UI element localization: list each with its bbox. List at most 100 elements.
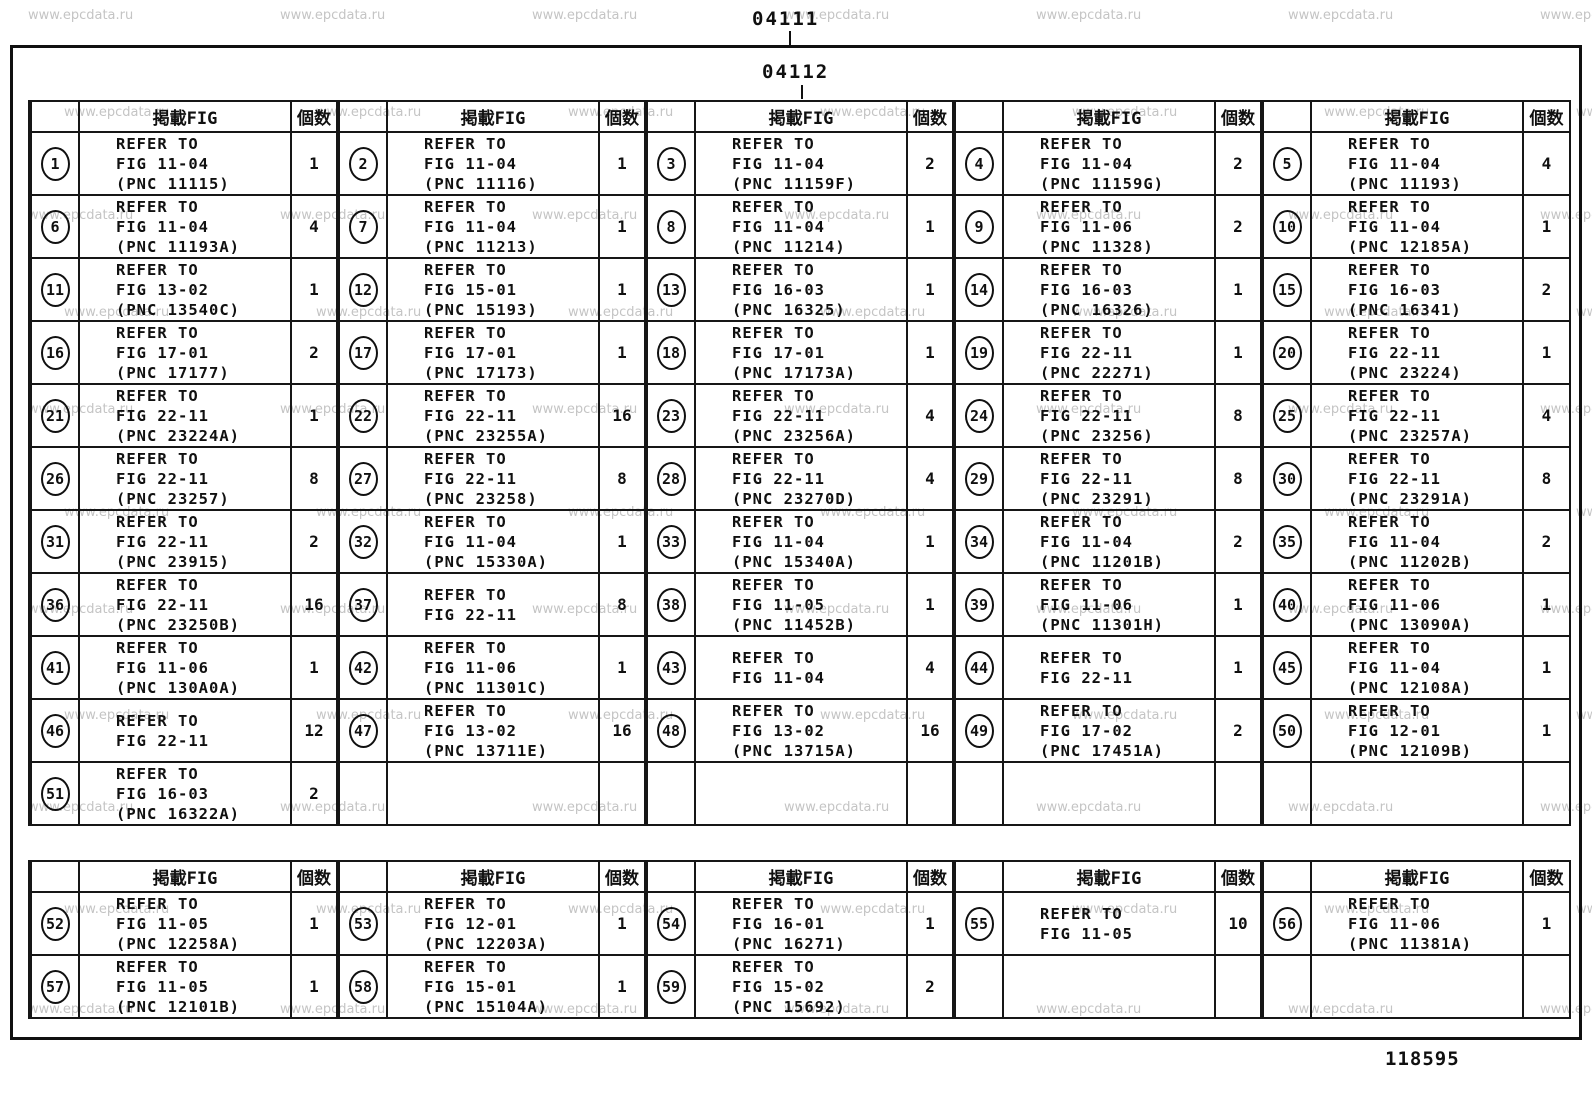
fig-number: FIG 16-03 — [1348, 280, 1441, 299]
fig-number: FIG 16-01 — [732, 914, 825, 933]
quantity-cell: 2 — [1522, 257, 1571, 322]
item-number-badge: 22 — [348, 398, 378, 433]
outer-frame: 04112 掲載FIG 個数 掲載FIG 個数 掲載FIG 個数 掲載FIG 個数 掲載FIG 個… — [10, 45, 1582, 1040]
qty-column-header: 個数 — [1214, 860, 1263, 893]
fig-reference-cell: REFER TO FIG 11-04 (PNC 11115) — [78, 131, 292, 196]
quantity-cell: 4 — [906, 635, 955, 700]
item-number-cell: 36 — [28, 572, 80, 637]
empty-cell — [1522, 761, 1571, 826]
refer-to-label: REFER TO — [424, 512, 507, 531]
fig-reference-cell: REFER TO FIG 11-04 (PNC 11159F) — [694, 131, 908, 196]
pnc-code: (PNC 23255A) — [424, 426, 548, 445]
parts-table-2: 掲載FIG 個数 掲載FIG 個数 掲載FIG 個数 掲載FIG 個数 掲載FIG 個数 52 REF… — [28, 860, 1571, 1019]
document-number: 118595 — [1385, 1048, 1460, 1070]
item-number-cell: 16 — [28, 320, 80, 385]
item-number-cell: 46 — [28, 698, 80, 763]
fig-number: FIG 11-06 — [1040, 595, 1133, 614]
pnc-code: (PNC 23250B) — [116, 615, 240, 634]
item-number-cell: 32 — [336, 509, 388, 574]
item-number-cell: 49 — [952, 698, 1004, 763]
fig-number: FIG 15-02 — [732, 977, 825, 996]
qty-column-header: 個数 — [290, 860, 339, 893]
item-number-badge: 29 — [964, 461, 994, 496]
item-number-cell: 25 — [1260, 383, 1312, 448]
item-number-badge: 36 — [40, 587, 70, 622]
item-number-cell: 1 — [28, 131, 80, 196]
fig-reference-cell: REFER TO FIG 11-04 (PNC 11213) — [386, 194, 600, 259]
quantity-cell: 1 — [1214, 320, 1263, 385]
item-number-cell: 34 — [952, 509, 1004, 574]
quantity-cell: 8 — [1522, 446, 1571, 511]
qty-column-header: 個数 — [598, 100, 647, 133]
quantity-cell: 1 — [906, 194, 955, 259]
item-number-cell: 35 — [1260, 509, 1312, 574]
item-number-cell: 58 — [336, 954, 388, 1019]
item-number-badge: 31 — [40, 524, 70, 559]
refer-to-label: REFER TO — [732, 512, 815, 531]
quantity-cell: 1 — [290, 131, 339, 196]
fig-number: FIG 22-11 — [424, 605, 517, 624]
quantity-cell: 1 — [598, 635, 647, 700]
quantity-cell: 1 — [598, 509, 647, 574]
quantity-cell: 4 — [906, 383, 955, 448]
pnc-code: (PNC 11116) — [424, 174, 538, 193]
item-number-badge: 27 — [348, 461, 378, 496]
quantity-cell: 1 — [906, 509, 955, 574]
pnc-code: (PNC 17177) — [116, 363, 230, 382]
item-number-cell: 43 — [644, 635, 696, 700]
corner-header-cell — [1260, 860, 1312, 893]
item-number-badge: 12 — [348, 272, 378, 307]
fig-reference-cell: REFER TO FIG 11-04 (PNC 15340A) — [694, 509, 908, 574]
refer-to-label: REFER TO — [424, 260, 507, 279]
fig-reference-cell: REFER TO FIG 22-11 (PNC 23291) — [1002, 446, 1216, 511]
refer-to-label: REFER TO — [1040, 134, 1123, 153]
fig-number: FIG 22-11 — [424, 469, 517, 488]
quantity-cell: 1 — [598, 131, 647, 196]
watermark-text: www.epcdata.ru — [1540, 8, 1592, 23]
item-number-badge: 47 — [348, 713, 378, 748]
fig-number: FIG 11-04 — [732, 668, 825, 687]
refer-to-label: REFER TO — [732, 386, 815, 405]
fig-reference-cell: REFER TO FIG 11-06 (PNC 11381A) — [1310, 891, 1524, 956]
fig-number: FIG 22-11 — [1348, 406, 1441, 425]
item-number-badge: 28 — [656, 461, 686, 496]
item-number-badge: 1 — [40, 146, 70, 181]
item-number-badge: 24 — [964, 398, 994, 433]
fig-number: FIG 11-06 — [1040, 217, 1133, 236]
refer-to-label: REFER TO — [116, 134, 199, 153]
table-row: 41 REFER TO FIG 11-06 (PNC 130A0A) 1 42 REFER … — [28, 635, 1571, 700]
fig-number: FIG 11-06 — [116, 658, 209, 677]
fig-number: FIG 16-03 — [1040, 280, 1133, 299]
item-number-badge: 3 — [656, 146, 686, 181]
fig-number: FIG 22-11 — [1040, 343, 1133, 362]
item-number-badge: 35 — [1272, 524, 1302, 559]
item-number-cell: 55 — [952, 891, 1004, 956]
pnc-code: (PNC 23224A) — [116, 426, 240, 445]
item-number-badge: 50 — [1272, 713, 1302, 748]
quantity-cell: 1 — [1522, 891, 1571, 956]
fig-number: FIG 17-02 — [1040, 721, 1133, 740]
item-number-cell: 9 — [952, 194, 1004, 259]
fig-number: FIG 11-04 — [116, 217, 209, 236]
refer-to-label: REFER TO — [732, 134, 815, 153]
empty-cell — [1260, 954, 1312, 1019]
item-number-cell: 5 — [1260, 131, 1312, 196]
fig-reference-cell: REFER TO FIG 22-11 (PNC 23258) — [386, 446, 600, 511]
fig-reference-cell: REFER TO FIG 17-01 (PNC 17173A) — [694, 320, 908, 385]
pnc-code: (PNC 23224) — [1348, 363, 1462, 382]
fig-number: FIG 12-01 — [1348, 721, 1441, 740]
pnc-code: (PNC 22271) — [1040, 363, 1154, 382]
pnc-code: (PNC 23256A) — [732, 426, 856, 445]
item-number-cell: 59 — [644, 954, 696, 1019]
fig-number: FIG 22-11 — [116, 532, 209, 551]
fig-number: FIG 22-11 — [1348, 343, 1441, 362]
refer-to-label: REFER TO — [1040, 512, 1123, 531]
pnc-code: (PNC 11193A) — [116, 237, 240, 256]
pnc-code: (PNC 16325) — [732, 300, 846, 319]
fig-reference-cell: REFER TO FIG 22-11 (PNC 23250B) — [78, 572, 292, 637]
item-number-cell: 6 — [28, 194, 80, 259]
refer-to-label: REFER TO — [424, 386, 507, 405]
fig-reference-cell: REFER TO FIG 11-04 — [694, 635, 908, 700]
quantity-cell: 4 — [1522, 383, 1571, 448]
fig-number: FIG 11-05 — [116, 977, 209, 996]
